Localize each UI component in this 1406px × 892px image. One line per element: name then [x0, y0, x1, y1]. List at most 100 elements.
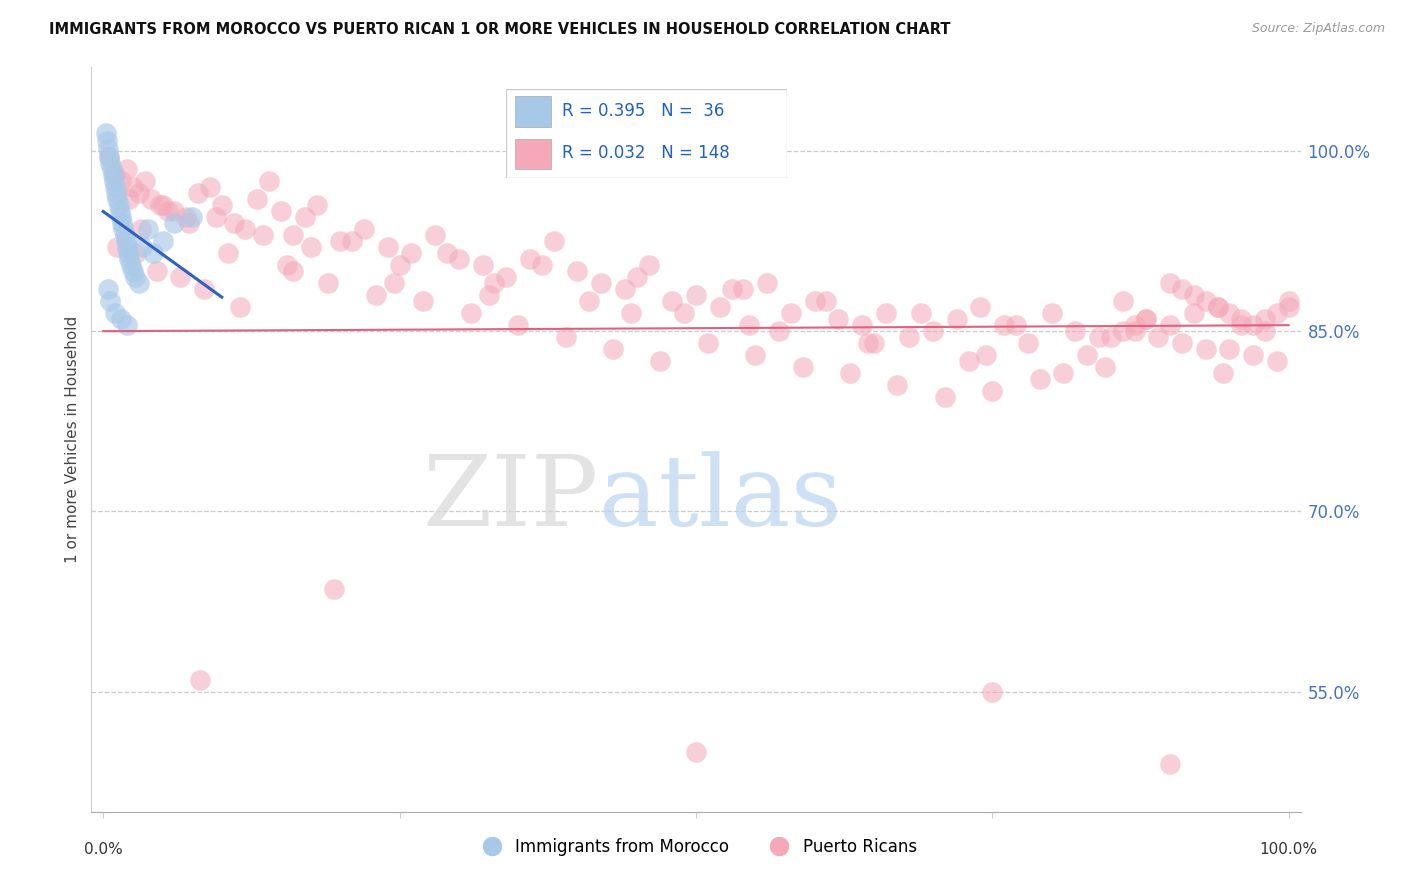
- Point: [1159, 318, 1181, 333]
- Point: [733, 282, 755, 296]
- Point: [107, 240, 129, 254]
- Point: [1195, 294, 1218, 309]
- Point: [945, 312, 967, 326]
- Point: [1182, 306, 1205, 320]
- Point: [425, 228, 447, 243]
- Point: [217, 246, 239, 260]
- Point: [1171, 336, 1194, 351]
- Point: [1029, 372, 1052, 386]
- Point: [294, 210, 316, 224]
- Point: [898, 330, 921, 344]
- Point: [981, 684, 1004, 698]
- Point: [98, 156, 121, 170]
- Point: [1135, 312, 1157, 326]
- Point: [329, 234, 352, 248]
- Point: [1278, 294, 1301, 309]
- Point: [720, 282, 742, 296]
- Point: [94, 126, 117, 140]
- Point: [115, 161, 138, 176]
- Point: [193, 282, 215, 296]
- Point: [1230, 312, 1253, 326]
- Point: [128, 186, 150, 200]
- Point: [187, 186, 209, 200]
- Point: [567, 264, 589, 278]
- Point: [591, 276, 613, 290]
- Point: [744, 348, 766, 362]
- Bar: [515, 139, 551, 169]
- Point: [856, 336, 879, 351]
- Point: [696, 336, 718, 351]
- Point: [107, 198, 129, 212]
- Point: [281, 264, 304, 278]
- Point: [152, 234, 174, 248]
- Point: [353, 222, 375, 236]
- Point: [228, 300, 250, 314]
- Point: [738, 318, 761, 333]
- Point: [685, 745, 707, 759]
- Text: IMMIGRANTS FROM MOROCCO VS PUERTO RICAN 1 OR MORE VEHICLES IN HOUSEHOLD CORRELAT: IMMIGRANTS FROM MOROCCO VS PUERTO RICAN …: [49, 22, 950, 37]
- Point: [1123, 324, 1146, 338]
- Point: [661, 294, 683, 309]
- Point: [117, 246, 139, 260]
- Point: [495, 270, 517, 285]
- Point: [1094, 360, 1116, 375]
- Point: [100, 161, 122, 176]
- Point: [934, 390, 956, 404]
- Point: [554, 330, 576, 344]
- Point: [412, 294, 434, 309]
- Point: [1212, 366, 1234, 380]
- Point: [276, 258, 298, 272]
- Point: [1112, 324, 1135, 338]
- Point: [124, 270, 146, 285]
- Point: [1254, 312, 1277, 326]
- Point: [447, 252, 470, 266]
- Point: [477, 288, 499, 302]
- Point: [957, 354, 980, 368]
- Point: [768, 324, 790, 338]
- Point: [602, 342, 624, 356]
- Point: [270, 204, 292, 219]
- Point: [471, 258, 494, 272]
- Point: [1254, 324, 1277, 338]
- Point: [152, 198, 174, 212]
- Point: [1230, 318, 1253, 333]
- Point: [104, 306, 127, 320]
- Point: [205, 210, 228, 224]
- Point: [131, 240, 153, 254]
- Point: [650, 354, 672, 368]
- Point: [1099, 330, 1122, 344]
- Point: [1241, 348, 1264, 362]
- Point: [1147, 330, 1170, 344]
- Point: [1278, 300, 1301, 314]
- Point: [118, 252, 141, 266]
- Point: [792, 360, 814, 375]
- Point: [519, 252, 541, 266]
- Point: [779, 306, 801, 320]
- Point: [129, 222, 152, 236]
- Point: [1206, 300, 1229, 314]
- Point: [803, 294, 825, 309]
- Point: [125, 246, 148, 260]
- Point: [115, 318, 138, 333]
- Point: [1218, 342, 1240, 356]
- Point: [211, 198, 233, 212]
- Point: [299, 240, 322, 254]
- Point: [981, 384, 1004, 399]
- Point: [377, 240, 399, 254]
- Point: [673, 306, 696, 320]
- Point: [1159, 756, 1181, 771]
- Point: [637, 258, 659, 272]
- Point: [142, 246, 165, 260]
- Point: [103, 174, 125, 188]
- Point: [364, 288, 387, 302]
- Point: [862, 336, 884, 351]
- Point: [174, 210, 197, 224]
- Point: [114, 234, 136, 248]
- Point: [1040, 306, 1063, 320]
- Point: [436, 246, 458, 260]
- Point: [101, 168, 124, 182]
- Point: [401, 246, 423, 260]
- Point: [145, 264, 167, 278]
- Point: [198, 180, 221, 194]
- Point: [120, 258, 142, 272]
